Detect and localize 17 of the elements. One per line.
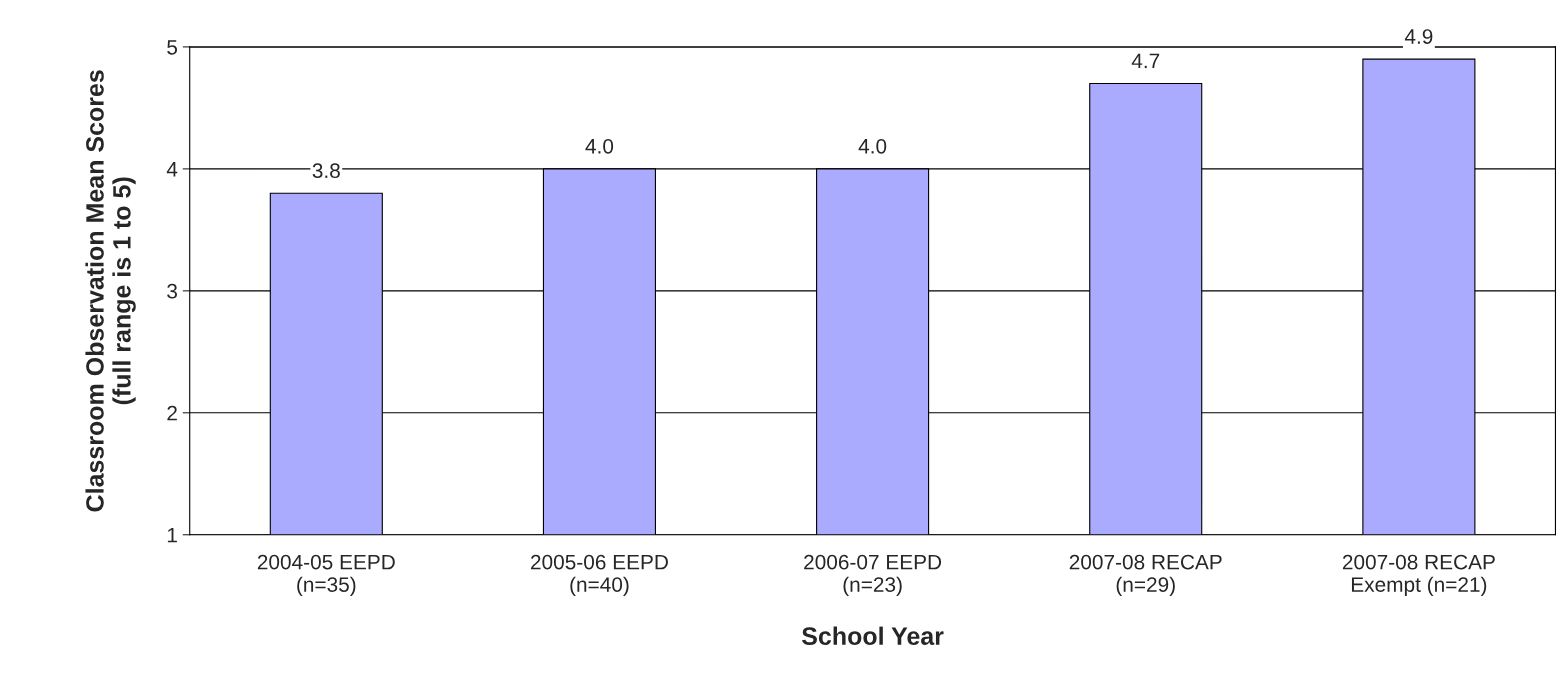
x-tick-label: 2004-05 EEPD (n=35) — [257, 554, 395, 597]
x-tick-label: 2007-08 RECAP Exempt (n=21) — [1342, 554, 1495, 597]
y-tick-label: 3 — [167, 283, 178, 299]
data-label: 4.7 — [1131, 53, 1160, 69]
data-label: 4.0 — [585, 138, 614, 154]
y-tick-label: 5 — [167, 40, 178, 55]
data-label: 4.0 — [858, 138, 887, 154]
y-tick-label: 2 — [167, 405, 177, 421]
x-tick-label: 2006-07 EEPD (n=23) — [804, 554, 942, 597]
x-tick-label: 2005-06 EEPD (n=40) — [531, 554, 668, 597]
data-label: 3.8 — [312, 163, 340, 179]
y-tick-label: 1 — [167, 527, 177, 543]
x-axis-title: School Year — [801, 626, 944, 645]
data-label: 4.9 — [1404, 29, 1433, 44]
x-tick-label: 2007-08 RECAP (n=29) — [1069, 554, 1222, 597]
y-tick-label: 4 — [166, 162, 178, 177]
y-axis-title: Classroom Observation Mean Scores (full range is 1 to 5) — [85, 70, 136, 512]
